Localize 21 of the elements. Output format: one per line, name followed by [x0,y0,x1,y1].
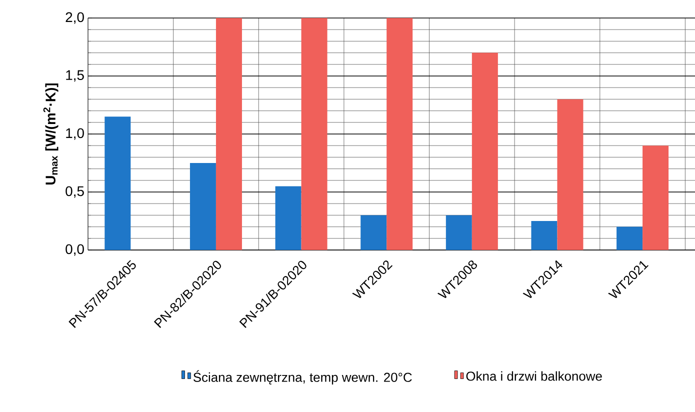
bar [190,163,216,250]
bar [386,18,413,250]
y-tick-label: 2,0 [66,12,84,24]
y-tick-label: 1,0 [66,128,84,140]
bar [275,186,302,250]
bar [301,18,328,250]
bar [216,18,242,250]
bar [557,99,584,250]
bar [531,221,558,250]
y-tick-label: 1,5 [66,70,84,82]
y-tick-label: 0,5 [66,186,84,198]
bar [446,215,472,250]
y-tick-label: 0,0 [66,244,84,256]
y-axis-title: U$_{max}$ [W/(m$^{2}$·K)] [43,83,58,184]
legend-label: Okna i drzwi balkonowe [466,371,602,381]
bar [104,116,131,250]
bar [360,215,387,250]
bar [616,226,643,250]
legend-label: Ściana zewnętrzna, temp wewn. 20°C [193,370,412,385]
bar [642,146,669,250]
bar [472,52,498,250]
